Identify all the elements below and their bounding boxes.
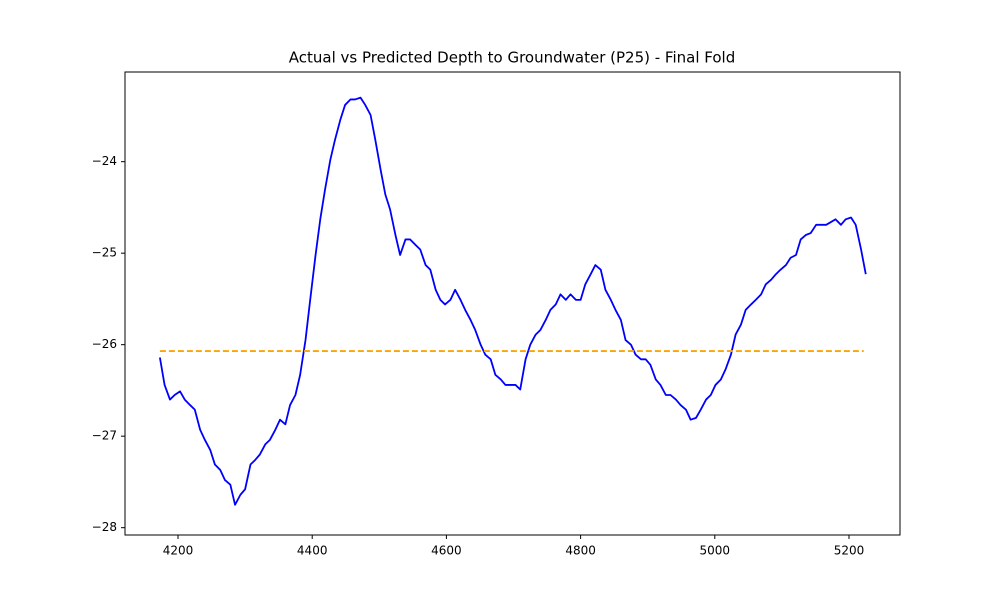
chart-title: Actual vs Predicted Depth to Groundwater…: [289, 49, 735, 67]
series-line: [159, 96, 867, 506]
y-tick-label: −27: [92, 429, 117, 443]
x-tick-label: 5000: [700, 544, 731, 558]
x-tick-label: 4200: [163, 544, 194, 558]
y-tick-label: −26: [92, 337, 117, 351]
y-tick-label: −25: [92, 246, 117, 260]
x-tick-label: 5200: [834, 544, 865, 558]
plot-frame: [124, 71, 901, 536]
x-tick-label: 4800: [565, 544, 596, 558]
x-tick-label: 4400: [297, 544, 328, 558]
y-tick-label: −24: [92, 154, 117, 168]
x-tick-label: 4600: [431, 544, 462, 558]
y-tick-label: −28: [92, 520, 117, 534]
